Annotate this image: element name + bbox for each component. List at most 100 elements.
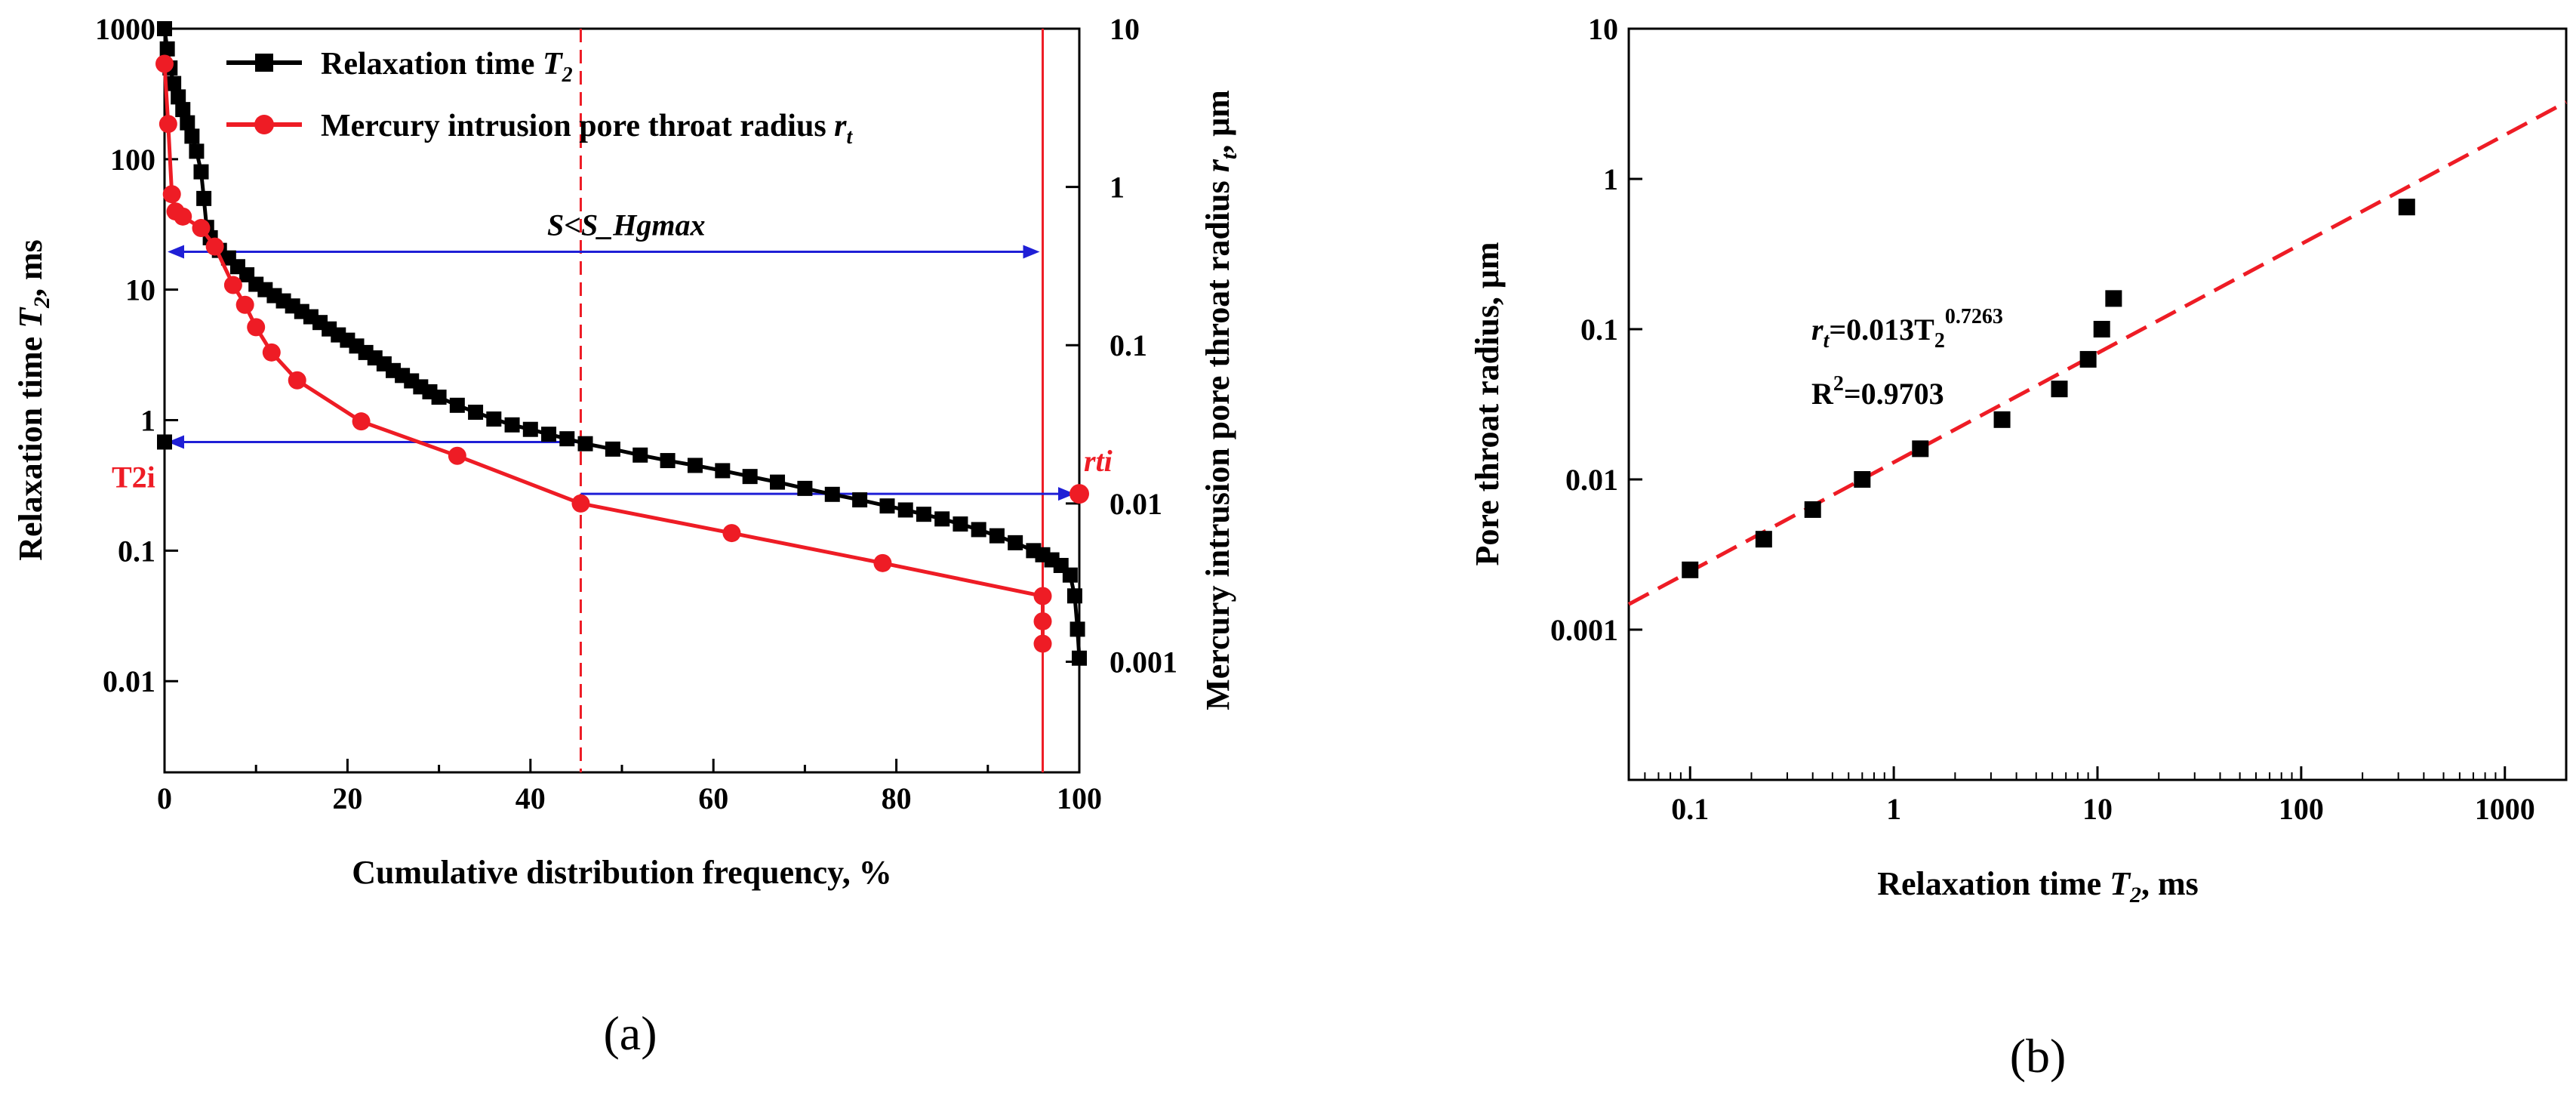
y-left-tick-label: 1	[140, 404, 155, 438]
scatter-point	[2398, 199, 2415, 216]
t2-data-point	[605, 441, 620, 457]
rt-data-point	[262, 343, 281, 362]
y-left-tick-label: 0.1	[118, 534, 155, 568]
panel-a: 0 20 40 60 80 100 0.01 0.1 1 10 100 1000 0.001 0.01…	[12, 12, 1242, 1060]
t2-data-point	[660, 453, 676, 469]
x-tick-label: 40	[516, 781, 546, 815]
x-tick-label: 1	[1886, 792, 1901, 826]
panel-a-y-right-axis-title: Mercury intrusion pore throat radius rt,…	[1199, 90, 1242, 710]
panel-b: 0.1 1 10 100 1000 0.001 0.01 0.1 1 10 Relaxation…	[1469, 12, 2568, 1083]
panel-a-x-ticks: 0 20 40 60 80 100	[157, 759, 1102, 815]
t2-data-point	[486, 411, 502, 427]
t2-data-point	[916, 507, 931, 522]
scatter-point	[1682, 561, 1699, 578]
y-tick-label: 1	[1603, 162, 1618, 196]
t2-data-point	[559, 431, 575, 447]
arrowhead	[1058, 487, 1075, 501]
y-left-tick-label: 0.01	[103, 664, 155, 698]
t2-data-point	[171, 89, 186, 105]
t2-data-point	[1008, 535, 1023, 550]
x-tick-label: 100	[1057, 781, 1102, 815]
fit-equation: rt=0.013T20.7263	[1811, 305, 2003, 353]
panel-a-y-left-axis-title: Relaxation time T2, ms	[12, 239, 54, 561]
y-right-tick-label: 0.001	[1109, 645, 1177, 679]
t2-data-point	[953, 516, 968, 532]
t2-data-point	[541, 427, 557, 442]
scatter-point	[2093, 321, 2110, 337]
scatter-point	[2105, 290, 2122, 307]
saturation-range-label: S<S_Hgmax	[547, 208, 706, 242]
rt-data-point	[571, 494, 590, 513]
t2-data-point	[196, 190, 212, 206]
t2-data-point	[989, 528, 1005, 544]
t2i-marker	[157, 434, 172, 450]
y-left-tick-label: 10	[125, 273, 155, 307]
t2-data-point	[193, 164, 209, 180]
y-left-tick-label: 1000	[95, 12, 155, 46]
rt-data-point	[1033, 587, 1052, 605]
x-tick-label: 60	[698, 781, 728, 815]
legend-marker-rt	[254, 115, 274, 134]
t2-data-point	[1062, 567, 1078, 583]
t2-data-point	[522, 421, 538, 437]
y-tick-label: 0.1	[1580, 313, 1618, 347]
x-tick-label: 1000	[2475, 792, 2535, 826]
rt-data-point	[162, 185, 181, 204]
t2-data-point	[159, 41, 175, 57]
rt-data-point	[1033, 612, 1052, 630]
arrowhead	[1023, 245, 1040, 259]
rt-data-point	[448, 446, 466, 465]
panel-a-y-right-ticks: 0.001 0.01 0.1 1 10	[1066, 12, 1177, 679]
panel-a-series	[155, 21, 1087, 666]
y-tick-label: 0.001	[1550, 613, 1618, 647]
t2-data-point	[687, 458, 703, 473]
panel-b-y-axis-title: Pore throat radius, μm	[1469, 242, 1506, 565]
t2-data-point	[897, 502, 913, 518]
arrowhead	[168, 245, 184, 259]
t2-data-point	[166, 75, 182, 91]
t2i-label: T2i	[112, 460, 155, 494]
rt-data-point	[155, 54, 174, 73]
y-right-tick-label: 0.1	[1109, 328, 1147, 362]
y-tick-label: 10	[1588, 12, 1618, 46]
x-tick-label: 100	[2279, 792, 2324, 826]
t2-data-point	[879, 498, 895, 514]
t2-data-point	[824, 486, 840, 502]
rt-data-point	[235, 295, 254, 314]
panel-a-label: (a)	[603, 1006, 657, 1060]
t2-data-point	[449, 397, 465, 413]
y-right-tick-label: 10	[1109, 12, 1140, 46]
t2-data-point	[797, 480, 813, 496]
legend-label-rt: Mercury intrusion pore throat radius rt	[321, 109, 854, 149]
arrowhead	[168, 435, 184, 449]
t2-data-point	[577, 436, 593, 451]
scatter-point	[1993, 411, 2011, 428]
t2-data-point	[934, 511, 950, 527]
series-line	[162, 63, 1045, 644]
rt-data-point	[205, 237, 224, 256]
t2-data-point	[1069, 621, 1085, 637]
panel-b-plot-frame	[1627, 27, 2568, 781]
rt-data-point	[174, 207, 192, 226]
panel-a-annotations: S<S_Hgmax T2i rti	[112, 29, 1113, 772]
t2-data-point	[189, 143, 205, 159]
rt-data-point	[288, 371, 306, 390]
rt-data-point	[158, 115, 177, 134]
scatter-point	[1755, 531, 1772, 548]
rti-marker	[1069, 484, 1089, 504]
x-tick-label: 0.1	[1671, 792, 1709, 826]
rti-label: rti	[1084, 444, 1113, 478]
t2-data-point	[504, 417, 520, 433]
y-right-tick-label: 1	[1109, 171, 1125, 205]
panel-b-y-ticks: 0.001 0.01 0.1 1 10	[1550, 12, 1642, 647]
legend-marker-t2	[255, 54, 273, 72]
t2-data-point	[971, 522, 986, 538]
x-tick-label: 80	[882, 781, 912, 815]
t2-data-point	[852, 492, 868, 508]
r-squared-label: R2=0.9703	[1811, 372, 1944, 411]
panel-b-x-ticks: 0.1 1 10 100 1000	[1644, 766, 2535, 826]
t2-data-point	[770, 474, 786, 490]
t2-data-point	[157, 21, 172, 36]
rt-data-point	[352, 412, 371, 431]
